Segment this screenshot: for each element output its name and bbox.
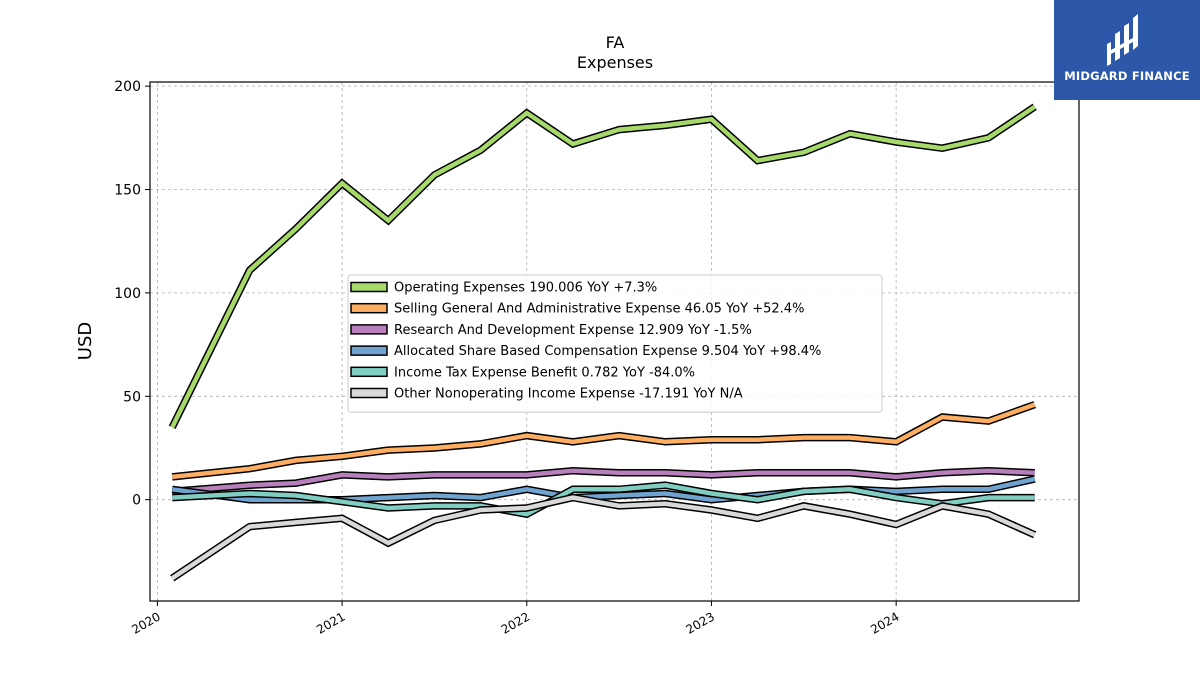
- legend-swatch: [350, 324, 388, 335]
- legend-swatch: [350, 387, 388, 399]
- x-tick-label: 2022: [499, 609, 532, 636]
- legend-swatch: [350, 345, 388, 356]
- x-tick-label: 2020: [129, 609, 162, 636]
- chart-title: FA: [606, 33, 625, 52]
- x-tick-label: 2021: [314, 609, 347, 636]
- legend-label: Other Nonoperating Income Expense -17.19…: [394, 387, 743, 402]
- brand-logo: MIDGARD FINANCE: [1054, 0, 1200, 100]
- legend-label: Operating Expenses 190.006 YoY +7.3%: [394, 281, 657, 296]
- series-line-5: [170, 495, 1036, 581]
- legend: Operating Expenses 190.006 YoY +7.3% Sell…: [347, 274, 883, 413]
- legend-label: Research And Development Expense 12.909 …: [394, 323, 752, 338]
- logo-text: MIDGARD FINANCE: [1064, 69, 1190, 83]
- logo-mark-icon: [1107, 14, 1138, 66]
- y-tick-label: 0: [132, 493, 141, 509]
- x-tick-label: 2023: [684, 609, 717, 636]
- axis-layer: 0 50 100 150 200 2020 2021 2022 2023 2024: [114, 79, 1080, 637]
- series-outline-5: [170, 493, 1037, 582]
- legend-label: Allocated Share Based Compensation Expen…: [394, 344, 821, 359]
- series-line-2: [172, 468, 1035, 494]
- series-line-1: [171, 402, 1036, 480]
- legend-label: Income Tax Expense Benefit 0.782 YoY -84…: [394, 365, 695, 380]
- x-tick-label: 2024: [868, 609, 901, 636]
- series-outline-1: [171, 401, 1036, 481]
- plot-frame: [149, 81, 1080, 602]
- y-tick-label: 200: [114, 79, 141, 95]
- legend-box: [347, 274, 883, 413]
- y-tick-label: 150: [114, 183, 141, 199]
- legend-swatch: [350, 366, 388, 378]
- series-layer: [168, 103, 1037, 582]
- y-axis-label: USD: [75, 322, 96, 360]
- legend-label: Selling General And Administrative Expen…: [394, 302, 804, 317]
- legend-swatch: [350, 281, 388, 293]
- series-line-4: [172, 482, 1035, 517]
- legend-swatch: [350, 302, 388, 314]
- chart-subtitle: Expenses: [577, 53, 653, 72]
- y-tick-label: 100: [114, 286, 141, 302]
- y-tick-label: 50: [123, 389, 141, 405]
- series-line-0: [170, 104, 1036, 429]
